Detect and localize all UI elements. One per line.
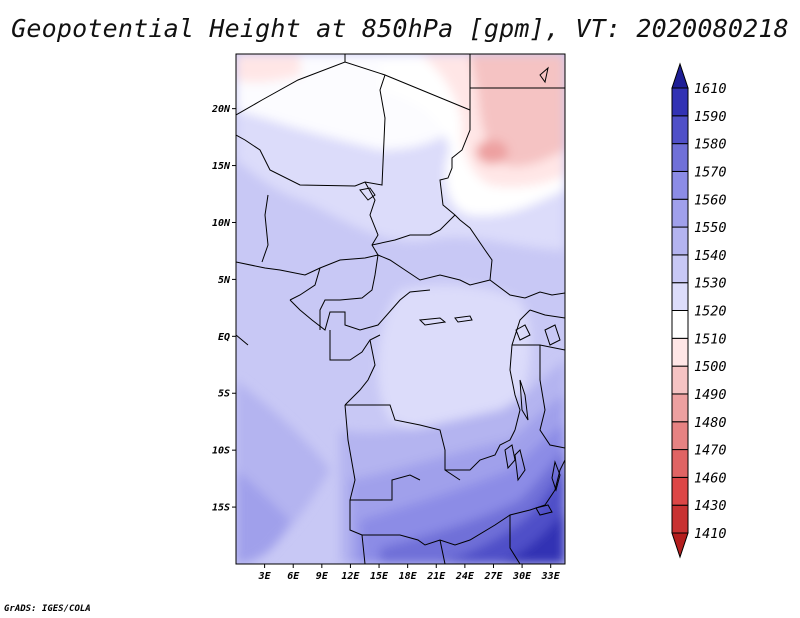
colorbar-label: 1560 — [694, 192, 727, 208]
colorbar-label: 1610 — [694, 81, 727, 97]
lon-label: 30E — [512, 571, 532, 582]
colorbar-band — [671, 504, 689, 534]
lat-label: EQ — [218, 332, 230, 343]
colorbar-label: 1570 — [694, 164, 727, 180]
map-title: Geopotential Height at 850hPa [gpm], VT:… — [11, 14, 789, 43]
lon-label: 15E — [370, 571, 389, 582]
lat-label: 10N — [212, 218, 231, 229]
colorbar-band — [671, 115, 689, 145]
colorbar-label: 1500 — [694, 359, 727, 375]
colorbar-top-arrow — [671, 62, 689, 89]
colorbar-label: 1530 — [694, 276, 727, 292]
lat-label: 15S — [212, 503, 230, 514]
lat-label: 5S — [218, 389, 230, 400]
colorbar-label: 1430 — [694, 498, 727, 514]
colorbar-band — [671, 449, 689, 478]
colorbar-band — [671, 310, 689, 339]
colorbar-label: 1410 — [694, 526, 727, 542]
colorbar-band — [671, 282, 689, 311]
colorbar-label: 1540 — [694, 248, 727, 264]
colorbar-band — [671, 226, 689, 256]
lon-label: 21E — [426, 571, 446, 582]
colorbar-label: 1470 — [694, 443, 727, 459]
colorbar-bottom-arrow — [671, 532, 689, 559]
colorbar-band — [671, 143, 689, 172]
colorbar-band — [671, 170, 689, 200]
colorbar-label: 1520 — [694, 304, 727, 320]
lon-label: 24E — [455, 571, 475, 582]
lon-label: 12E — [341, 571, 360, 582]
colorbar-band — [671, 421, 689, 451]
lat-label: 20N — [211, 104, 231, 115]
colorbar-label: 1550 — [694, 220, 727, 236]
lon-label: 33E — [541, 571, 561, 582]
colorbar-label: 1490 — [694, 387, 727, 403]
colorbar-band — [671, 337, 689, 367]
lat-label: 15N — [212, 161, 231, 172]
colorbar-band — [671, 476, 689, 506]
colorbar-label: 1580 — [694, 137, 727, 153]
country-borders — [236, 54, 565, 564]
lat-label: 5N — [218, 275, 231, 286]
lon-label: 9E — [316, 571, 329, 582]
lon-label: 6E — [287, 571, 300, 582]
colorbar-band — [671, 365, 689, 395]
colorbar-label: 1460 — [694, 470, 727, 486]
colorbar-label: 1480 — [694, 415, 727, 431]
lon-label: 27E — [483, 571, 503, 582]
height-field — [236, 54, 565, 564]
colorbar-label: 1510 — [694, 331, 727, 347]
longitude-axis: 3E 6E 9E 12E 15E 18E 21E 24E 27E 30E 33E — [258, 564, 561, 582]
colorbar-band — [671, 254, 689, 284]
lat-label: 10S — [212, 446, 230, 457]
map-frame — [235, 53, 566, 565]
lon-label: 18E — [399, 571, 418, 582]
lon-label: 3E — [258, 571, 272, 582]
grads-credit: GrADS: IGES/COLA — [4, 604, 91, 614]
latitude-axis: 20N 15N 10N 5N EQ 5S 10S 15S — [211, 104, 236, 514]
colorbar-band — [671, 87, 689, 117]
colorbar: 1410 1430 1460 1470 1480 1490 1500 1510 1520 1530… — [671, 62, 727, 559]
colorbar-label: 1590 — [694, 109, 727, 125]
colorbar-band — [671, 198, 689, 228]
colorbar-band — [671, 393, 689, 423]
